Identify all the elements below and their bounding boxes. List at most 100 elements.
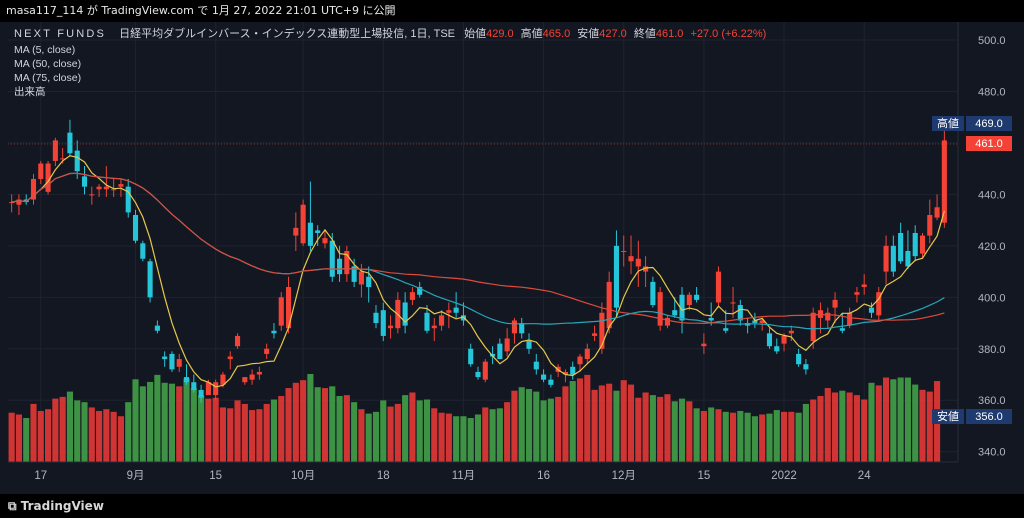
candle-body — [424, 312, 430, 331]
candle-body — [300, 204, 306, 244]
volume-bar — [321, 388, 329, 462]
candle-body — [562, 371, 568, 375]
candle-body — [388, 325, 394, 329]
candle-body — [337, 258, 343, 275]
volume-bar — [314, 387, 321, 462]
candle-body — [118, 184, 124, 187]
volume-bar — [795, 412, 802, 462]
open-label: 始値 — [464, 26, 486, 40]
candle-body — [271, 330, 277, 334]
candle-body — [147, 261, 153, 298]
volume-bar — [853, 395, 860, 462]
candle-body — [941, 140, 947, 223]
legend-ma5[interactable]: MA (5, close) — [14, 44, 75, 56]
volume-bar — [212, 397, 219, 462]
candle-body — [730, 302, 736, 304]
volume-bar — [278, 396, 285, 462]
volume-bar — [562, 386, 569, 462]
candle-body — [847, 312, 853, 326]
candle-body — [723, 328, 729, 331]
candle-body — [715, 271, 722, 303]
volume-bar — [96, 410, 103, 462]
volume-bar — [547, 398, 554, 462]
candle-body — [905, 251, 911, 267]
candle-body — [876, 292, 882, 316]
last-price-tag: 461.0 — [975, 138, 1003, 150]
candle-body — [890, 245, 896, 272]
time-tick-label: 15 — [697, 470, 710, 482]
volume-bar — [453, 416, 460, 462]
volume-bar — [263, 403, 270, 462]
low-tag-label-bg — [932, 409, 964, 424]
volume-bar — [693, 408, 700, 462]
price-tick-label: 440.0 — [978, 189, 1006, 201]
volume-bar — [205, 398, 212, 462]
candle-body — [628, 256, 634, 262]
candle-body — [737, 305, 743, 321]
ma75-line — [11, 172, 945, 325]
moving-averages — [11, 155, 945, 388]
publish-info-text: masa117_114 が TradingView.com で 1月 27, 2… — [6, 4, 396, 17]
candle-body — [861, 284, 867, 288]
volume-bar — [438, 412, 445, 462]
candle-body — [373, 312, 379, 324]
volume-bar — [66, 391, 73, 462]
candle-body — [162, 356, 168, 360]
volume-bar — [198, 395, 205, 462]
legend-ma50[interactable]: MA (50, close) — [14, 58, 81, 70]
candle-body — [67, 132, 73, 154]
price-axis[interactable]: 340.0360.0380.0400.0420.0440.0460.0480.0… — [978, 35, 1006, 459]
volume-bar — [751, 416, 758, 462]
volume-bar — [372, 411, 380, 462]
volume-bar — [336, 396, 343, 462]
volume-bar — [620, 380, 627, 462]
volume-bars — [8, 374, 941, 462]
volume-bar — [8, 412, 15, 462]
candle-body — [672, 310, 678, 316]
volume-bar — [445, 413, 452, 462]
high-tag-label: 高値 — [937, 116, 959, 130]
volume-bar — [525, 388, 533, 462]
candle-body — [460, 315, 466, 321]
volume-bar — [555, 396, 562, 462]
volume-bar — [533, 391, 540, 462]
volume-bar — [482, 407, 489, 462]
volume-bar — [883, 377, 890, 462]
candle-body — [140, 243, 146, 259]
price-chart[interactable]: 340.0360.0380.0400.0420.0440.0460.0480.0… — [0, 22, 1024, 494]
price-tick-label: 400.0 — [978, 292, 1006, 304]
volume-bar — [591, 389, 598, 462]
candle-body — [264, 348, 270, 354]
volume-bar — [256, 409, 263, 462]
volume-bar — [540, 400, 547, 462]
candle-body — [533, 361, 539, 370]
legend-volume[interactable]: 出来高 — [14, 85, 46, 98]
volume-bar — [380, 400, 387, 462]
volume-bar — [627, 384, 635, 462]
high-label: 高値 — [521, 26, 543, 40]
volume-bar — [780, 411, 788, 462]
candle-body — [883, 245, 889, 272]
change-value: +27.0 (+6.22%) — [690, 28, 766, 40]
volume-bar — [234, 400, 241, 462]
volume-bar — [824, 388, 831, 462]
price-tick-label: 500.0 — [978, 35, 1006, 47]
candle-body — [293, 227, 299, 236]
volume-bar — [300, 380, 307, 462]
volume-bar — [708, 407, 715, 462]
legend-ma75[interactable]: MA (75, close) — [14, 72, 81, 84]
volume-bar — [576, 378, 584, 462]
candle-body — [446, 310, 452, 313]
volume-bar — [343, 395, 350, 462]
close-label: 終値 — [634, 26, 656, 40]
candle-body — [694, 294, 700, 300]
candle-body — [198, 389, 204, 398]
candle-body — [541, 374, 547, 380]
volume-bar — [147, 381, 154, 462]
volume-bar — [154, 374, 161, 462]
volume-bar — [307, 374, 314, 462]
tradingview-logo[interactable]: ⧉ TradingView — [8, 494, 104, 518]
time-axis[interactable]: 17 9月 15 10月 18 11月 16 12月 15 2022 24 — [34, 470, 871, 482]
candle-body — [322, 238, 328, 244]
volume-bar — [926, 391, 933, 462]
